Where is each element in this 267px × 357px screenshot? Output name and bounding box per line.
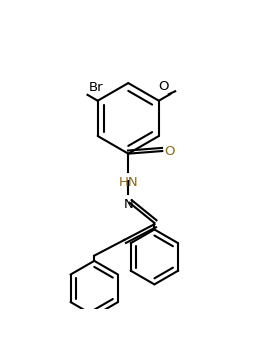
Text: N: N [123, 198, 133, 211]
Text: O: O [158, 80, 169, 93]
Text: O: O [164, 145, 175, 157]
Text: HN: HN [119, 176, 138, 189]
Text: Br: Br [89, 81, 103, 94]
